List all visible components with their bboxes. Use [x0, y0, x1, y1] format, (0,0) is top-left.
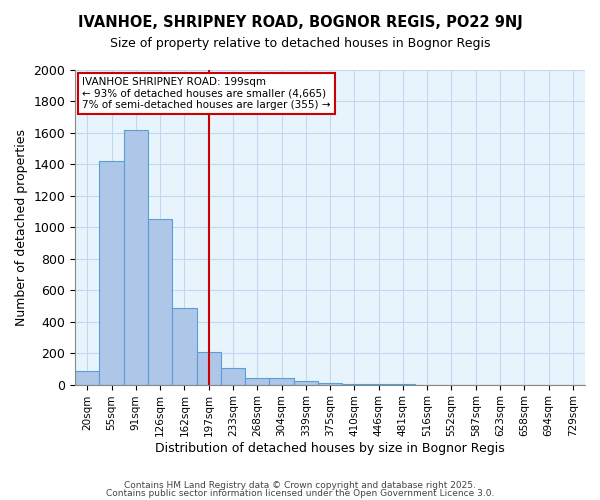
X-axis label: Distribution of detached houses by size in Bognor Regis: Distribution of detached houses by size … [155, 442, 505, 455]
Bar [197, 352, 221, 384]
Text: Contains HM Land Registry data © Crown copyright and database right 2025.: Contains HM Land Registry data © Crown c… [124, 481, 476, 490]
Bar [124, 130, 148, 384]
Text: IVANHOE, SHRIPNEY ROAD, BOGNOR REGIS, PO22 9NJ: IVANHOE, SHRIPNEY ROAD, BOGNOR REGIS, PO… [77, 15, 523, 30]
Bar [245, 378, 269, 384]
Bar [269, 378, 293, 384]
Bar [221, 368, 245, 384]
Text: Size of property relative to detached houses in Bognor Regis: Size of property relative to detached ho… [110, 38, 490, 51]
Bar [293, 382, 318, 384]
Bar [318, 382, 342, 384]
Bar [100, 161, 124, 384]
Text: Contains public sector information licensed under the Open Government Licence 3.: Contains public sector information licen… [106, 488, 494, 498]
Y-axis label: Number of detached properties: Number of detached properties [15, 129, 28, 326]
Text: IVANHOE SHRIPNEY ROAD: 199sqm
← 93% of detached houses are smaller (4,665)
7% of: IVANHOE SHRIPNEY ROAD: 199sqm ← 93% of d… [82, 77, 331, 110]
Bar [148, 220, 172, 384]
Bar [172, 308, 197, 384]
Bar [75, 371, 100, 384]
